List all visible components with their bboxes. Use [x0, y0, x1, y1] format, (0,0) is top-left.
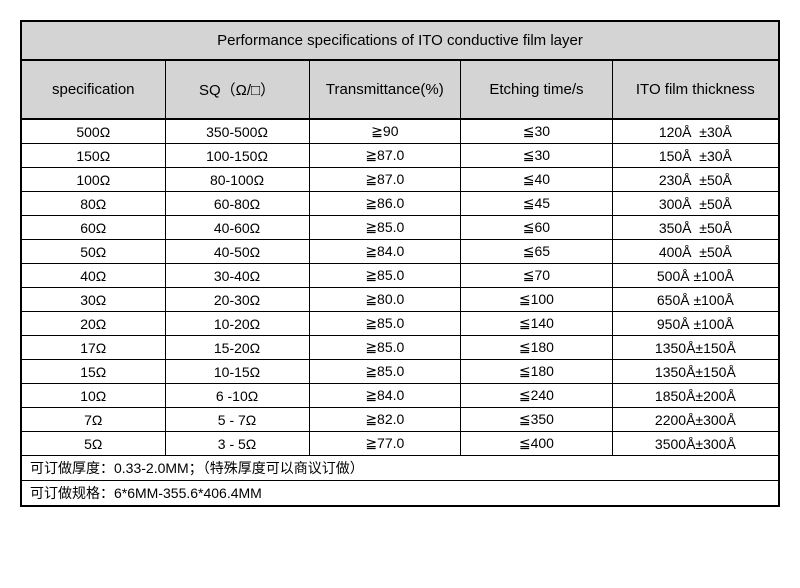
table-cell: ≦240: [461, 384, 613, 408]
table-cell: ≧85.0: [309, 312, 461, 336]
table-cell: 20Ω: [21, 312, 165, 336]
table-cell: ≦30: [461, 144, 613, 168]
table-cell: 230Å ±50Å: [612, 168, 779, 192]
table-cell: 17Ω: [21, 336, 165, 360]
table-row: 500Ω350-500Ω≧90≦30120Å ±30Å: [21, 119, 779, 144]
table-cell: ≦45: [461, 192, 613, 216]
table-row: 60Ω40-60Ω≧85.0≦60350Å ±50Å: [21, 216, 779, 240]
table-cell: 40-60Ω: [165, 216, 309, 240]
table-cell: 950Å ±100Å: [612, 312, 779, 336]
table-cell: 150Ω: [21, 144, 165, 168]
table-cell: 7Ω: [21, 408, 165, 432]
table-cell: 350-500Ω: [165, 119, 309, 144]
table-cell: 30-40Ω: [165, 264, 309, 288]
table-cell: 300Å ±50Å: [612, 192, 779, 216]
table-cell: 500Ω: [21, 119, 165, 144]
col-sq: SQ（Ω/□）: [165, 60, 309, 119]
table-cell: ≧84.0: [309, 240, 461, 264]
table-cell: ≧86.0: [309, 192, 461, 216]
table-cell: ≦350: [461, 408, 613, 432]
table-cell: 50Ω: [21, 240, 165, 264]
table-cell: ≦40: [461, 168, 613, 192]
table-row: 20Ω10-20Ω≧85.0≦140950Å ±100Å: [21, 312, 779, 336]
table-cell: 60-80Ω: [165, 192, 309, 216]
table-title: Performance specifications of ITO conduc…: [21, 21, 779, 60]
table-cell: 6 -10Ω: [165, 384, 309, 408]
table-cell: ≦140: [461, 312, 613, 336]
table-row: 17Ω15-20Ω≧85.0≦1801350Å±150Å: [21, 336, 779, 360]
table-row: 80Ω60-80Ω≧86.0≦45300Å ±50Å: [21, 192, 779, 216]
table-cell: ≦180: [461, 360, 613, 384]
table-cell: 3500Å±300Å: [612, 432, 779, 456]
table-cell: ≦30: [461, 119, 613, 144]
table-cell: ≧85.0: [309, 264, 461, 288]
table-cell: 80Ω: [21, 192, 165, 216]
table-cell: 15Ω: [21, 360, 165, 384]
table-row: 100Ω80-100Ω≧87.0≦40230Å ±50Å: [21, 168, 779, 192]
table-cell: 5 - 7Ω: [165, 408, 309, 432]
spec-table: Performance specifications of ITO conduc…: [20, 20, 780, 507]
table-cell: 150Å ±30Å: [612, 144, 779, 168]
footer-thickness: 可订做厚度：0.33-2.0MM；（特殊厚度可以商议订做）: [21, 456, 779, 481]
table-cell: 80-100Ω: [165, 168, 309, 192]
table-cell: ≧87.0: [309, 144, 461, 168]
table-row: 150Ω100-150Ω≧87.0≦30150Å ±30Å: [21, 144, 779, 168]
table-cell: ≧80.0: [309, 288, 461, 312]
table-cell: 350Å ±50Å: [612, 216, 779, 240]
col-spec: specification: [21, 60, 165, 119]
table-row: 7Ω5 - 7Ω≧82.0≦3502200Å±300Å: [21, 408, 779, 432]
table-row: 15Ω10-15Ω≧85.0≦1801350Å±150Å: [21, 360, 779, 384]
table-cell: ≦400: [461, 432, 613, 456]
table-cell: 100-150Ω: [165, 144, 309, 168]
col-etching: Etching time/s: [461, 60, 613, 119]
table-cell: 100Ω: [21, 168, 165, 192]
table-cell: 1850Å±200Å: [612, 384, 779, 408]
table-cell: ≦70: [461, 264, 613, 288]
table-cell: 15-20Ω: [165, 336, 309, 360]
table-cell: ≦65: [461, 240, 613, 264]
col-transmittance: Transmittance(%): [309, 60, 461, 119]
table-cell: 650Å ±100Å: [612, 288, 779, 312]
table-cell: ≧85.0: [309, 360, 461, 384]
table-row: 10Ω6 -10Ω≧84.0≦2401850Å±200Å: [21, 384, 779, 408]
table-cell: ≧87.0: [309, 168, 461, 192]
table-cell: ≧85.0: [309, 216, 461, 240]
footer-size: 可订做规格：6*6MM-355.6*406.4MM: [21, 481, 779, 507]
table-cell: 40Ω: [21, 264, 165, 288]
table-cell: ≧82.0: [309, 408, 461, 432]
table-cell: ≦180: [461, 336, 613, 360]
table-cell: 30Ω: [21, 288, 165, 312]
table-cell: 20-30Ω: [165, 288, 309, 312]
table-cell: 40-50Ω: [165, 240, 309, 264]
table-cell: 500Å ±100Å: [612, 264, 779, 288]
table-cell: 10-15Ω: [165, 360, 309, 384]
table-row: 50Ω40-50Ω≧84.0≦65400Å ±50Å: [21, 240, 779, 264]
table-row: 40Ω30-40Ω≧85.0≦70500Å ±100Å: [21, 264, 779, 288]
table-cell: ≧77.0: [309, 432, 461, 456]
table-cell: 1350Å±150Å: [612, 360, 779, 384]
table-cell: ≧90: [309, 119, 461, 144]
table-cell: 3 - 5Ω: [165, 432, 309, 456]
col-thickness: ITO film thickness: [612, 60, 779, 119]
table-row: 30Ω20-30Ω≧80.0≦100650Å ±100Å: [21, 288, 779, 312]
table-cell: ≧84.0: [309, 384, 461, 408]
table-cell: 2200Å±300Å: [612, 408, 779, 432]
table-cell: 10-20Ω: [165, 312, 309, 336]
table-cell: ≦60: [461, 216, 613, 240]
table-cell: 400Å ±50Å: [612, 240, 779, 264]
table-row: 5Ω3 - 5Ω≧77.0≦4003500Å±300Å: [21, 432, 779, 456]
table-cell: 1350Å±150Å: [612, 336, 779, 360]
table-cell: ≦100: [461, 288, 613, 312]
table-cell: 60Ω: [21, 216, 165, 240]
table-cell: 5Ω: [21, 432, 165, 456]
table-cell: ≧85.0: [309, 336, 461, 360]
table-cell: 120Å ±30Å: [612, 119, 779, 144]
table-cell: 10Ω: [21, 384, 165, 408]
